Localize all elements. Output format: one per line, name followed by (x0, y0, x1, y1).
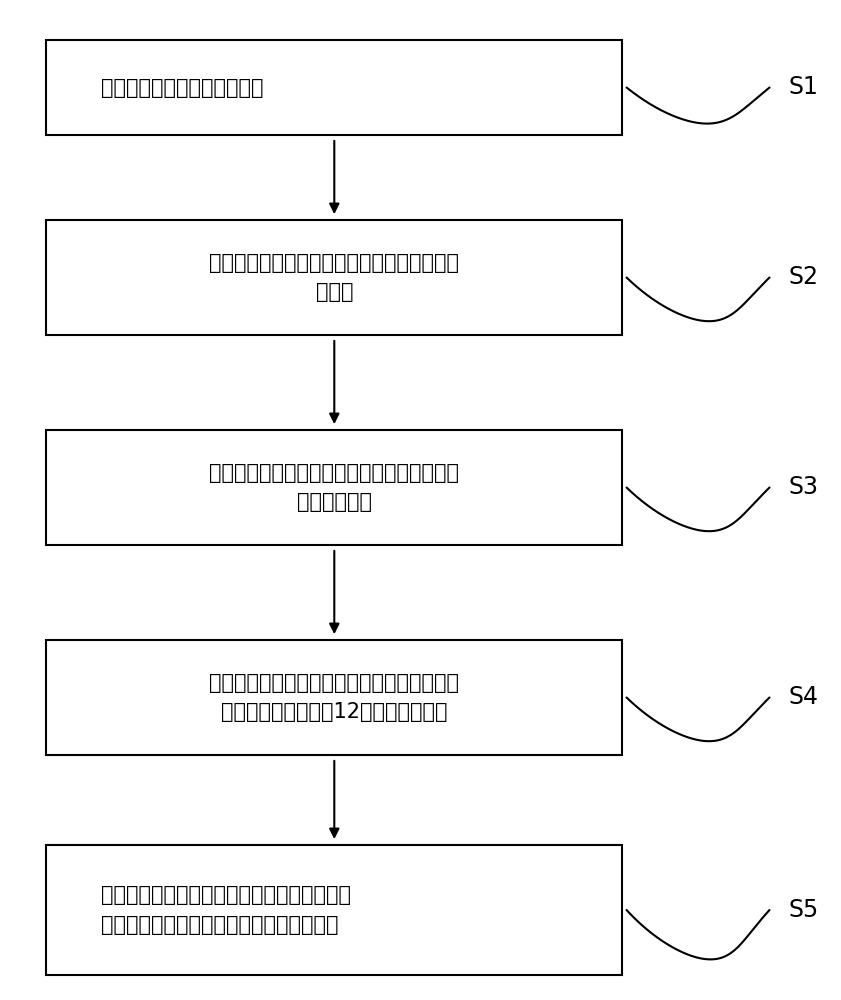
Text: S3: S3 (788, 475, 818, 499)
FancyBboxPatch shape (46, 430, 622, 545)
FancyBboxPatch shape (46, 40, 622, 135)
FancyBboxPatch shape (46, 640, 622, 755)
Text: S5: S5 (788, 898, 818, 922)
Text: 在水质监测点对高、中、低三个水层的水质进
行监测: 在水质监测点对高、中、低三个水层的水质进 行监测 (209, 253, 459, 302)
FancyBboxPatch shape (46, 845, 622, 975)
Text: S1: S1 (788, 76, 818, 100)
Text: 根据水库的历史水质参数数据，利用最小二乘
法曲线拟合计算未来12小时的水质参数: 根据水库的历史水质参数数据，利用最小二乘 法曲线拟合计算未来12小时的水质参数 (209, 673, 459, 722)
Text: 根据水库水质等级要求设定每种水质参数预警
值，当预测时间段内出现预警值则报警提示: 根据水库水质等级要求设定每种水质参数预警 值，当预测时间段内出现预警值则报警提示 (101, 885, 351, 935)
Text: S4: S4 (788, 686, 818, 710)
Text: 计算水质监测点所在的区域水质参数和整个水
库的水质参数: 计算水质监测点所在的区域水质参数和整个水 库的水质参数 (209, 463, 459, 512)
FancyBboxPatch shape (46, 220, 622, 335)
Text: 在水库选取若干个水质监测点: 在水库选取若干个水质监测点 (101, 78, 263, 98)
Text: S2: S2 (788, 265, 818, 290)
